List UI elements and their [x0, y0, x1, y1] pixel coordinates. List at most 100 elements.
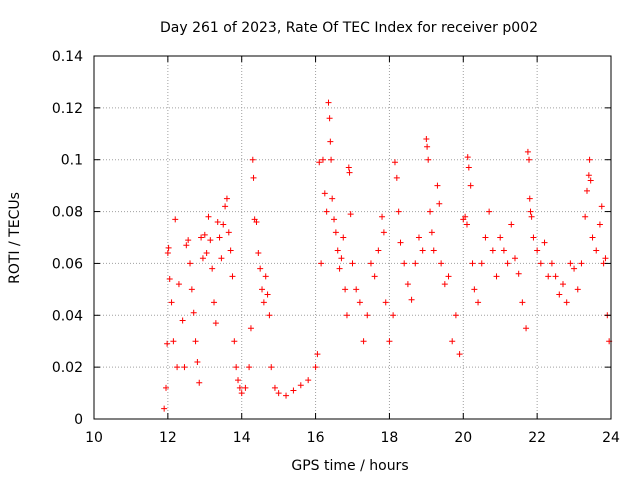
data-point — [203, 250, 210, 257]
data-point — [523, 325, 530, 332]
data-point — [328, 156, 335, 163]
data-point — [445, 273, 452, 280]
data-point — [164, 250, 171, 257]
x-tick-label: 18 — [381, 430, 399, 446]
x-tick-label: 14 — [233, 430, 251, 446]
data-point — [161, 405, 168, 412]
data-point — [174, 364, 181, 371]
data-point — [194, 358, 201, 365]
chart-title: Day 261 of 2023, Rate Of TEC Index for r… — [160, 20, 538, 36]
data-point — [223, 195, 230, 202]
y-tick-label: 0.14 — [52, 49, 83, 65]
data-point — [556, 291, 563, 298]
data-point — [598, 203, 605, 210]
data-point — [347, 211, 354, 218]
data-point — [329, 195, 336, 202]
x-tick-label: 24 — [602, 430, 620, 446]
data-point — [264, 291, 271, 298]
data-point — [524, 148, 531, 155]
data-point — [424, 143, 431, 150]
data-point — [275, 390, 282, 397]
data-point — [332, 229, 339, 236]
data-point — [179, 317, 186, 324]
data-point — [559, 281, 566, 288]
data-point — [482, 234, 489, 241]
data-point — [571, 265, 578, 272]
data-point — [283, 392, 290, 399]
data-point — [537, 260, 544, 267]
data-point — [567, 260, 574, 267]
data-point — [207, 237, 214, 244]
data-point — [342, 286, 349, 293]
data-point — [353, 286, 360, 293]
data-point — [438, 260, 445, 267]
data-point — [375, 247, 382, 254]
data-point — [574, 286, 581, 293]
data-point — [249, 156, 256, 163]
data-point — [408, 296, 415, 303]
x-axis-label: GPS time / hours — [291, 458, 408, 474]
data-point — [449, 338, 456, 345]
data-point — [319, 156, 326, 163]
data-point — [519, 299, 526, 306]
data-point — [379, 213, 386, 220]
data-point — [255, 250, 262, 257]
data-point — [262, 273, 269, 280]
data-point — [181, 364, 188, 371]
data-point — [563, 299, 570, 306]
data-point — [257, 265, 264, 272]
data-point — [238, 390, 245, 397]
data-point — [462, 213, 469, 220]
data-point — [427, 208, 434, 215]
data-point — [390, 312, 397, 319]
data-point — [360, 338, 367, 345]
data-points — [161, 99, 613, 412]
data-point — [312, 364, 319, 371]
data-point — [205, 213, 212, 220]
data-point — [187, 260, 194, 267]
data-point — [247, 325, 254, 332]
data-point — [593, 247, 600, 254]
data-point — [318, 260, 325, 267]
data-point — [199, 255, 206, 262]
data-point — [528, 213, 535, 220]
x-tick-label: 20 — [454, 430, 472, 446]
data-point — [583, 187, 590, 194]
data-point — [168, 299, 175, 306]
data-point — [338, 255, 345, 262]
data-point — [165, 244, 172, 251]
data-point — [382, 299, 389, 306]
data-point — [415, 234, 422, 241]
data-point — [478, 260, 485, 267]
data-point — [336, 265, 343, 272]
data-point — [493, 273, 500, 280]
data-point — [380, 229, 387, 236]
data-point — [220, 221, 227, 228]
data-point — [393, 174, 400, 181]
data-point — [190, 309, 197, 316]
data-point — [188, 286, 195, 293]
data-point — [419, 247, 426, 254]
data-point — [430, 247, 437, 254]
data-point — [464, 154, 471, 161]
y-axis-label: ROTI / TECUs — [7, 192, 23, 284]
data-point — [527, 208, 534, 215]
data-point — [486, 208, 493, 215]
data-point — [211, 299, 218, 306]
data-point — [259, 286, 266, 293]
data-point — [345, 164, 352, 171]
data-point — [340, 234, 347, 241]
data-point — [511, 255, 518, 262]
data-point — [233, 364, 240, 371]
data-point — [198, 234, 205, 241]
data-point — [441, 281, 448, 288]
data-point — [434, 182, 441, 189]
data-point — [489, 247, 496, 254]
data-point — [170, 338, 177, 345]
data-point — [425, 156, 432, 163]
data-point — [386, 338, 393, 345]
data-point — [235, 377, 242, 384]
data-point — [266, 312, 273, 319]
data-point — [290, 387, 297, 394]
data-point — [343, 312, 350, 319]
